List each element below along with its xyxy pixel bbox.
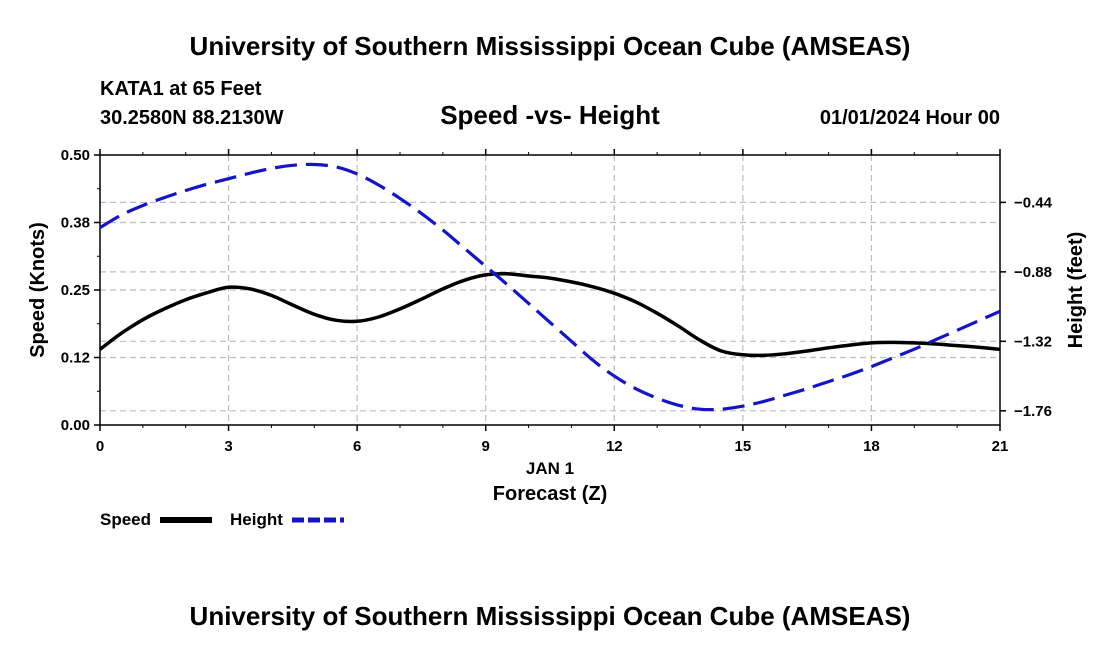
x-axis-title: Forecast (Z) [493, 483, 607, 505]
legend-height-label: Height [230, 510, 283, 529]
x-tick-label: 18 [863, 438, 880, 455]
x-tick-label: 6 [353, 438, 361, 455]
y2-tick-label: −0.88 [1014, 264, 1052, 281]
y2-tick-label: −1.76 [1014, 403, 1052, 420]
y-tick-label: 0.12 [61, 350, 90, 367]
y-tick-label: 0.50 [61, 147, 90, 164]
y-tick-label: 0.25 [61, 282, 90, 299]
y2-tick-label: −0.44 [1014, 194, 1053, 211]
series-line-speed [98, 271, 1001, 358]
x-tick-label: 9 [482, 438, 490, 455]
station-label: KATA1 at 65 Feet [100, 78, 262, 100]
x-tick-label: 0 [96, 438, 104, 455]
series [98, 162, 1001, 412]
y2-axis-title: Height (feet) [1065, 232, 1087, 349]
x-date-label: JAN 1 [526, 459, 574, 478]
axis-ticks: 0 3 6 9 12 15 18 21 0.00 0.12 0.25 0.38 0.50 −0.44 −0.… [61, 147, 1053, 455]
footer-title: University of Southern Mississippi Ocean… [190, 601, 911, 631]
series-line-height [99, 162, 1001, 412]
x-tick-label: 15 [735, 438, 752, 455]
legend: Speed Height [100, 510, 344, 529]
datetime-label: 01/01/2024 Hour 00 [820, 107, 1000, 129]
grid [100, 155, 1000, 425]
x-tick-label: 21 [992, 438, 1009, 455]
y-tick-label: 0.38 [61, 215, 90, 232]
main-title: University of Southern Mississippi Ocean… [190, 31, 911, 61]
chart-title: Speed -vs- Height [440, 100, 660, 130]
legend-speed-label: Speed [100, 510, 151, 529]
x-tick-label: 12 [606, 438, 623, 455]
y-axis-title: Speed (Knots) [27, 222, 49, 358]
location-label: 30.2580N 88.2130W [100, 107, 284, 129]
x-tick-label: 3 [224, 438, 232, 455]
y2-tick-label: −1.32 [1014, 333, 1052, 350]
y-tick-label: 0.00 [61, 417, 90, 434]
